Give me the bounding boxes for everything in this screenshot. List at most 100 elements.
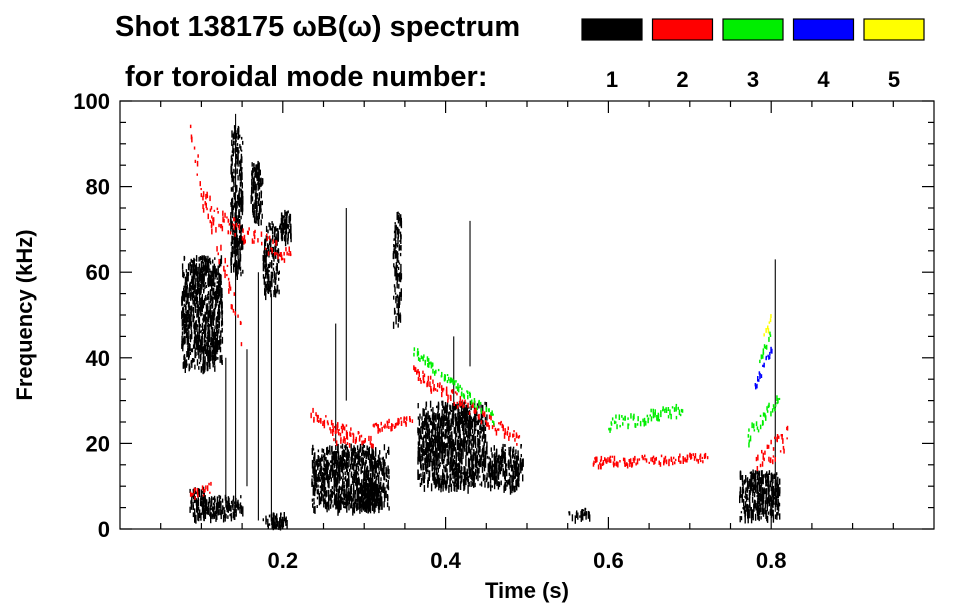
spectral-point [212, 497, 214, 500]
spectral-point [433, 477, 435, 485]
spectral-point [767, 480, 769, 483]
spectral-point [228, 288, 230, 294]
spectral-point [417, 441, 420, 445]
spectral-point [187, 293, 189, 302]
spectral-point [353, 448, 355, 452]
spectral-point [267, 285, 270, 294]
spectral-point [203, 505, 205, 513]
spectral-point [224, 269, 226, 273]
spectral-point [286, 218, 288, 223]
spectral-point [201, 336, 203, 346]
spectral-point [221, 301, 223, 309]
spectral-point [213, 209, 216, 212]
spectral-point [393, 248, 395, 254]
spectral-point [430, 455, 432, 463]
spectral-point [496, 476, 498, 482]
legend-label-n5: 5 [888, 67, 900, 92]
spectral-point [764, 500, 767, 509]
spectral-point [258, 216, 260, 221]
spectral-point [770, 439, 772, 445]
spectral-point [194, 514, 196, 523]
spectral-point [660, 454, 663, 458]
spectral-point [439, 450, 441, 459]
spectral-point [747, 508, 749, 517]
spectral-point [757, 492, 760, 496]
spectral-point [331, 486, 333, 490]
spectral-point [201, 270, 204, 277]
spectral-point [218, 498, 221, 506]
spectral-point [580, 513, 582, 522]
spectral-point [457, 476, 459, 484]
spectral-point [226, 505, 229, 510]
spectral-point [258, 170, 260, 176]
spectral-point [220, 224, 223, 227]
spectral-point [185, 285, 187, 291]
spectral-point [449, 473, 451, 482]
spectral-point [338, 464, 340, 474]
spectral-point [512, 485, 515, 488]
spectral-point [242, 196, 244, 205]
spectral-point [363, 472, 366, 482]
spectral-point [467, 433, 470, 439]
spectral-point [203, 284, 205, 287]
spectral-point [382, 469, 384, 474]
spectral-point [188, 354, 190, 357]
spectral-point [386, 425, 388, 429]
spectral-point [432, 418, 435, 425]
spectral-point [196, 277, 198, 280]
spectral-point [488, 414, 491, 420]
spectral-point [443, 475, 446, 484]
spectral-point [482, 420, 484, 427]
spectral-point [199, 509, 201, 518]
spectral-point [288, 246, 290, 253]
spectral-point [424, 418, 426, 427]
spectral-point [362, 485, 364, 488]
spectral-point [256, 170, 258, 179]
spectral-point [212, 507, 215, 516]
spectral-point [372, 492, 374, 500]
spectral-point [371, 463, 373, 472]
spectral-point [369, 441, 372, 445]
spectral-point [522, 458, 524, 467]
spectral-point [216, 286, 218, 295]
spectral-point [206, 342, 209, 350]
spectral-point [462, 452, 464, 459]
spectral-point [357, 465, 360, 470]
spectral-point [283, 215, 285, 222]
spectral-point [422, 471, 424, 481]
spectral-point [216, 296, 219, 302]
spectral-point [189, 281, 191, 285]
spectral-point [193, 297, 195, 306]
spectral-point [425, 434, 428, 438]
spectral-point [313, 498, 315, 501]
spectral-point [360, 458, 363, 462]
spectral-point [434, 414, 436, 420]
spectral-point [201, 296, 203, 304]
spectral-point [205, 258, 207, 267]
spectral-point [472, 465, 475, 469]
spectral-point [334, 425, 336, 429]
spectral-point [450, 449, 452, 458]
spectral-point [273, 279, 275, 283]
spectral-point [254, 209, 256, 216]
blob-n1-6 [279, 209, 292, 247]
spectral-point [198, 513, 200, 522]
spectral-point [470, 439, 472, 444]
spectral-point [773, 496, 775, 500]
spectral-point [347, 454, 349, 459]
spectral-point [328, 463, 330, 466]
spectral-point [767, 495, 770, 504]
spectral-point [434, 454, 436, 464]
spectral-point [240, 225, 242, 232]
spectral-point [623, 459, 626, 464]
spectral-point [458, 423, 461, 431]
spectral-point [459, 452, 461, 455]
spectral-point [432, 458, 434, 463]
spectral-point [191, 348, 194, 353]
spectral-point [382, 458, 384, 465]
spectral-point [197, 506, 200, 511]
spectral-point [183, 288, 185, 294]
spectral-point [459, 458, 461, 463]
spectral-point [482, 462, 485, 467]
spectral-point [186, 311, 189, 317]
